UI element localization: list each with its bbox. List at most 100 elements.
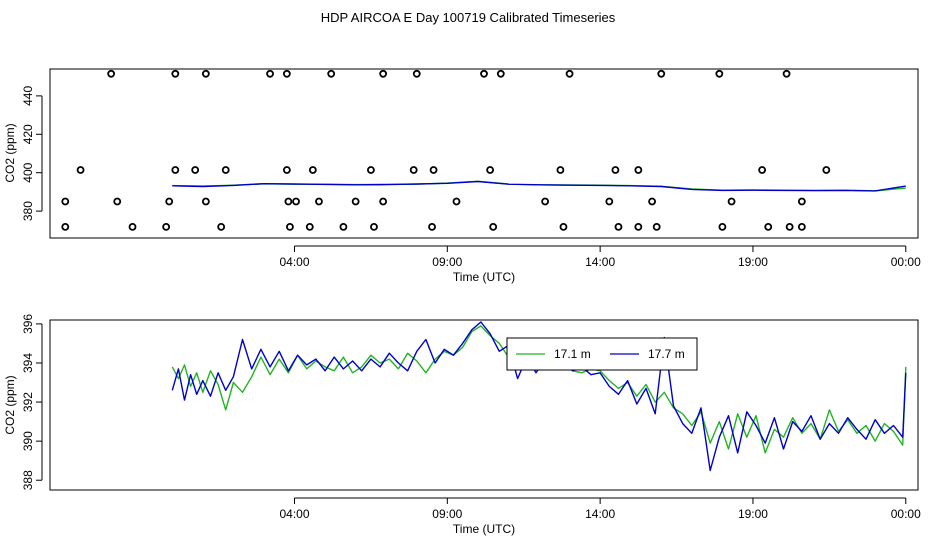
x-axis-top: 04:00 09:00 14:00 19:00 00:00 <box>279 245 921 269</box>
marker-point <box>217 222 226 231</box>
x-tick-label: 04:00 <box>279 255 309 269</box>
marker-point <box>559 222 568 231</box>
marker-point <box>428 222 436 231</box>
marker-points-top <box>61 69 831 231</box>
marker-point <box>782 69 791 78</box>
marker-point <box>486 166 495 174</box>
y-axis-label-bottom: CO2 (ppm) <box>3 375 17 434</box>
marker-point <box>489 222 498 231</box>
marker-point <box>634 166 643 174</box>
marker-point <box>758 166 767 174</box>
marker-point <box>634 222 643 231</box>
x-tick-label: 00:00 <box>891 255 921 269</box>
y-tick-label: 390 <box>21 431 35 451</box>
plot-frame-bottom <box>49 319 919 491</box>
y-axis-top: 380 400 420 440 <box>21 86 43 221</box>
marker-point <box>305 222 314 231</box>
x-tick-label: 14:00 <box>585 255 615 269</box>
x-axis-label-top: Time (UTC) <box>453 270 515 284</box>
marker-point <box>339 222 348 231</box>
marker-point <box>282 166 291 174</box>
marker-point <box>409 166 418 174</box>
x-tick-label: 14:00 <box>585 507 615 521</box>
y-axis-label-top: CO2 (ppm) <box>3 123 17 182</box>
y-tick-label: 396 <box>21 314 35 334</box>
marker-point <box>162 222 171 231</box>
x-tick-label: 00:00 <box>891 507 921 521</box>
x-axis-label-bottom: Time (UTC) <box>453 522 515 536</box>
marker-point <box>797 197 806 206</box>
marker-point <box>315 197 323 206</box>
marker-point <box>541 197 550 206</box>
marker-point <box>165 197 174 206</box>
marker-point <box>657 69 666 78</box>
panel-top: 04:00 09:00 14:00 19:00 00:00 380 400 420 440 T… <box>3 68 921 284</box>
y-tick-label: 394 <box>21 353 35 373</box>
y-tick-label: 440 <box>21 86 35 106</box>
legend-label-series-2: 17.7 m <box>648 347 685 361</box>
y-tick-label: 400 <box>21 162 35 182</box>
y-tick-label: 380 <box>21 201 35 221</box>
marker-point <box>308 166 317 174</box>
marker-point <box>797 222 806 231</box>
marker-point <box>292 197 300 206</box>
y-tick-label: 392 <box>21 392 35 412</box>
marker-point <box>351 197 360 206</box>
marker-point <box>171 166 180 174</box>
marker-point <box>605 197 614 206</box>
marker-point <box>221 166 230 174</box>
marker-point <box>128 222 137 231</box>
marker-point <box>614 222 623 231</box>
plot-frame-top <box>49 68 919 239</box>
marker-point <box>648 197 656 206</box>
x-tick-label: 04:00 <box>279 507 309 521</box>
x-tick-label: 19:00 <box>738 255 768 269</box>
panel-bottom: 04:00 09:00 14:00 19:00 00:00 388 390 392 394 39… <box>3 314 921 536</box>
series-lines-top <box>172 180 906 192</box>
marker-point <box>429 166 438 174</box>
marker-point <box>452 197 461 206</box>
marker-point <box>76 166 85 174</box>
y-tick-label: 388 <box>21 470 35 490</box>
marker-point <box>367 166 375 174</box>
marker-point <box>652 222 661 231</box>
marker-point <box>785 222 794 231</box>
marker-point <box>201 197 210 206</box>
marker-point <box>480 69 488 78</box>
marker-point <box>266 69 274 78</box>
marker-point <box>764 222 773 231</box>
x-tick-label: 09:00 <box>432 507 462 521</box>
marker-point <box>718 222 727 231</box>
marker-point <box>284 197 293 206</box>
marker-point <box>191 166 200 174</box>
chart-title: HDP AIRCOA E Day 100719 Calibrated Times… <box>321 10 616 25</box>
marker-point <box>412 69 421 78</box>
marker-point <box>611 166 620 174</box>
marker-point <box>565 69 574 78</box>
marker-point <box>113 197 122 206</box>
legend: 17.1 m 17.7 m <box>506 337 698 371</box>
marker-point <box>61 222 70 231</box>
y-tick-label: 420 <box>21 124 35 144</box>
marker-point <box>822 166 831 174</box>
marker-point <box>496 69 505 78</box>
marker-point <box>201 69 210 78</box>
marker-point <box>61 197 70 206</box>
marker-point <box>727 197 736 206</box>
marker-point <box>370 222 378 231</box>
marker-point <box>327 69 336 78</box>
marker-point <box>556 166 565 174</box>
marker-point <box>282 69 291 78</box>
marker-point <box>107 69 116 78</box>
marker-point <box>379 197 388 206</box>
y-axis-bottom: 388 390 392 394 396 <box>21 314 43 490</box>
marker-point <box>286 222 294 231</box>
x-tick-label: 09:00 <box>432 255 462 269</box>
series-line-2 <box>172 180 906 192</box>
marker-point <box>379 69 388 78</box>
legend-label-series-1: 17.1 m <box>554 347 591 361</box>
x-tick-label: 19:00 <box>738 507 768 521</box>
marker-point <box>715 69 724 78</box>
x-axis-bottom: 04:00 09:00 14:00 19:00 00:00 <box>279 497 921 521</box>
